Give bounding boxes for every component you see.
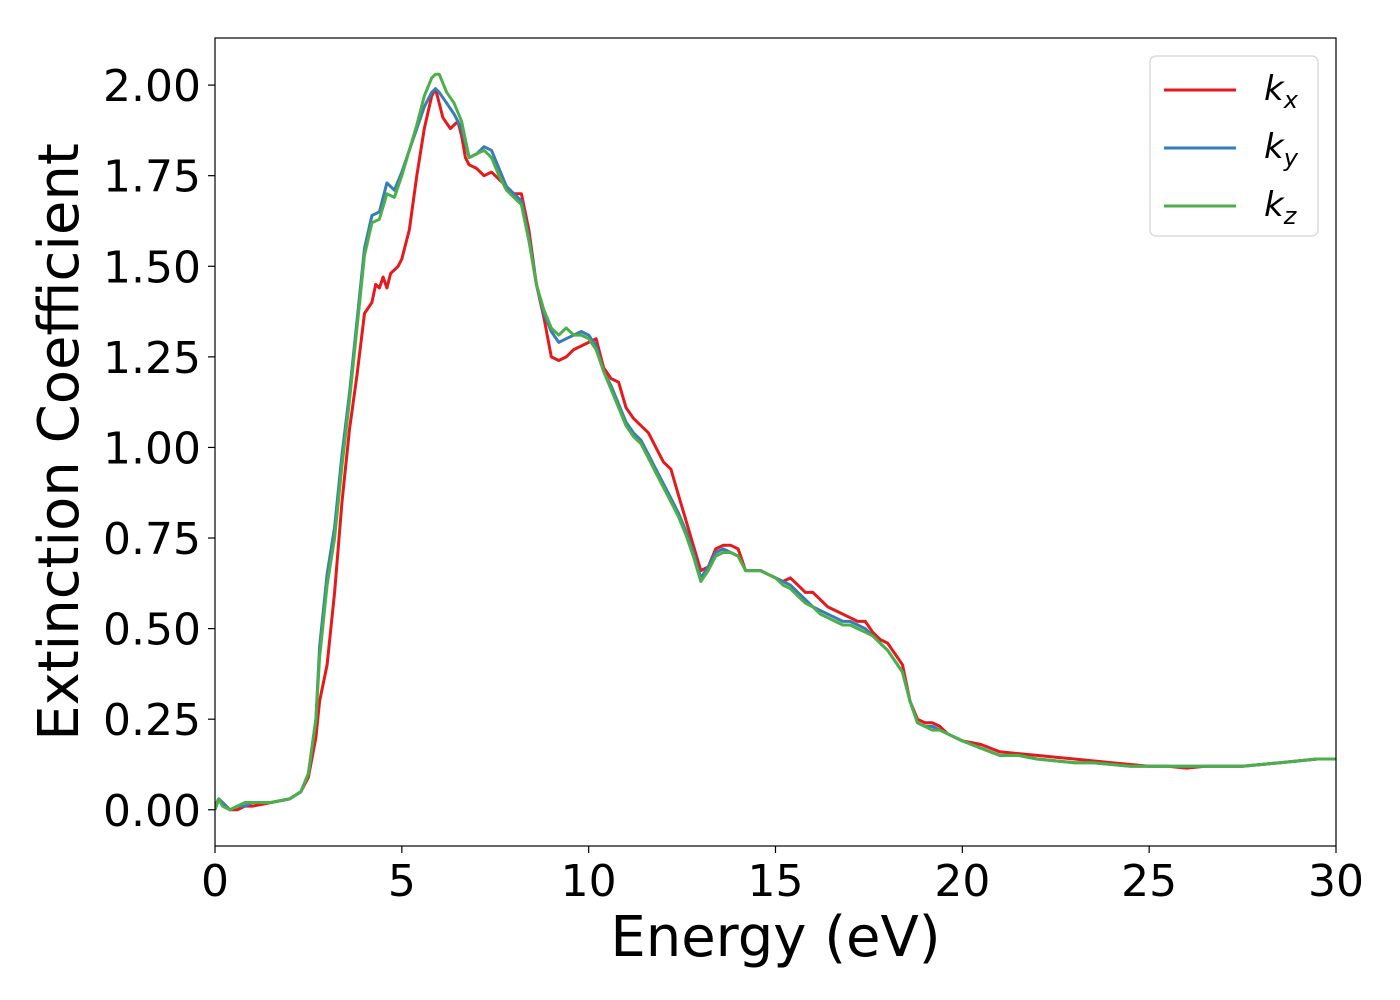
x-tick-label: 20 (934, 856, 990, 907)
y-tick-label: 0.50 (103, 605, 201, 656)
series-line-kz (215, 72, 1336, 812)
y-tick-label: 1.00 (103, 423, 201, 474)
x-tick-label: 10 (561, 856, 617, 907)
y-tick-label: 0.00 (103, 786, 201, 837)
y-axis: 0.00 0.25 0.50 0.75 1.00 1.25 1.50 1.75 2.00 (103, 61, 215, 837)
y-tick-label: 0.25 (103, 695, 201, 746)
x-tick-label: 15 (748, 856, 804, 907)
y-tick-label: 1.50 (103, 242, 201, 293)
legend-box (1149, 55, 1319, 237)
y-axis-title: Extinction Coefficient (27, 143, 92, 741)
x-tick-label: 0 (201, 856, 229, 907)
series-layer (215, 72, 1336, 812)
x-axis-title: Energy (eV) (610, 905, 940, 970)
y-tick-label: 1.25 (103, 333, 201, 384)
y-tick-label: 0.75 (103, 514, 201, 565)
y-tick-label: 1.75 (103, 152, 201, 203)
x-tick-label: 30 (1308, 856, 1364, 907)
x-tick-label: 5 (388, 856, 416, 907)
x-tick-label: 25 (1121, 856, 1177, 907)
x-axis: 0 5 10 15 20 25 30 (201, 846, 1364, 907)
y-tick-label: 2.00 (103, 61, 201, 112)
